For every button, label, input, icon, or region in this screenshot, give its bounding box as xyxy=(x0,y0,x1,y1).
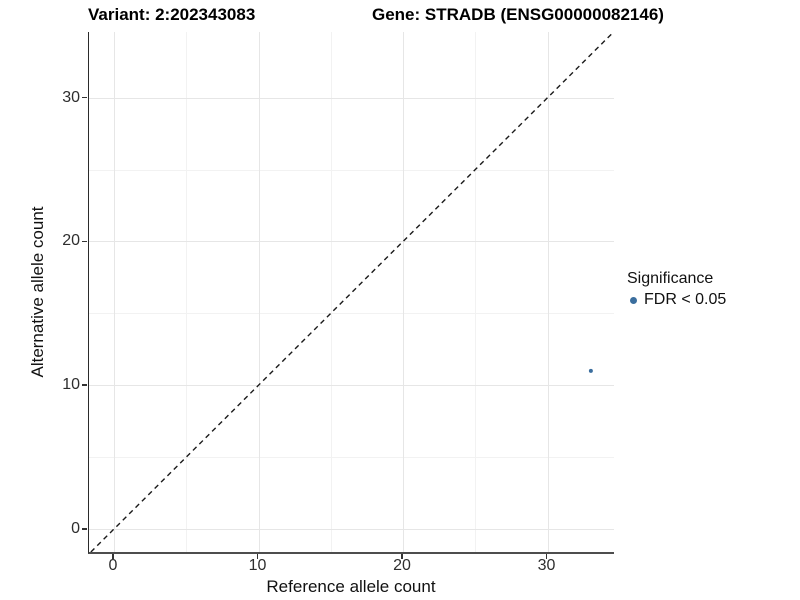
gridline-major-v xyxy=(403,32,405,552)
x-tick xyxy=(545,554,548,559)
x-tick-label: 0 xyxy=(108,557,118,574)
plot-canvas xyxy=(90,32,614,552)
y-tick-label: 0 xyxy=(71,519,80,537)
y-tick xyxy=(82,96,87,99)
gridline-major-h xyxy=(89,528,614,530)
y-tick-label: 10 xyxy=(62,376,80,394)
gridline-major-v xyxy=(258,32,260,552)
x-tick-label: 10 xyxy=(248,557,267,574)
gridline-major-h xyxy=(89,97,614,99)
gridline-minor-v xyxy=(186,32,188,552)
gridline-minor-h xyxy=(89,457,614,459)
legend-item: FDR < 0.05 xyxy=(627,291,726,309)
x-tick-label: 30 xyxy=(537,557,556,574)
x-tick-label: 20 xyxy=(393,557,411,574)
gridline-minor-v xyxy=(330,32,332,552)
gridline-minor-v xyxy=(475,32,477,552)
legend-title: Significance xyxy=(627,270,714,287)
gridline-minor-h xyxy=(89,313,614,315)
gridline-major-v xyxy=(114,32,115,552)
legend-point-swatch-icon xyxy=(630,296,637,304)
x-tick xyxy=(401,554,403,559)
y-tick-label: 20 xyxy=(62,232,80,250)
gridline-minor-h xyxy=(89,169,614,171)
x-axis-title: Reference allele count xyxy=(266,577,436,596)
gridline-major-h xyxy=(89,241,614,243)
legend-item-label: FDR < 0.05 xyxy=(644,291,727,308)
y-tick-label: 30 xyxy=(62,88,80,106)
legend: Significance FDR < 0.05 xyxy=(627,270,726,309)
identity-dashed-line xyxy=(90,32,614,552)
y-tick xyxy=(82,528,87,530)
y-tick xyxy=(82,384,87,386)
gene-title: Gene: STRADB (ENSG00000082146) xyxy=(372,5,664,24)
y-tick xyxy=(82,240,87,243)
x-tick xyxy=(256,554,259,559)
variant-title: Variant: 2:202343083 xyxy=(88,5,256,24)
gridline-major-h xyxy=(89,385,614,387)
x-tick xyxy=(112,554,114,559)
plot-panel xyxy=(88,32,614,554)
gridline-major-v xyxy=(547,32,549,552)
scatter-point xyxy=(588,368,593,373)
